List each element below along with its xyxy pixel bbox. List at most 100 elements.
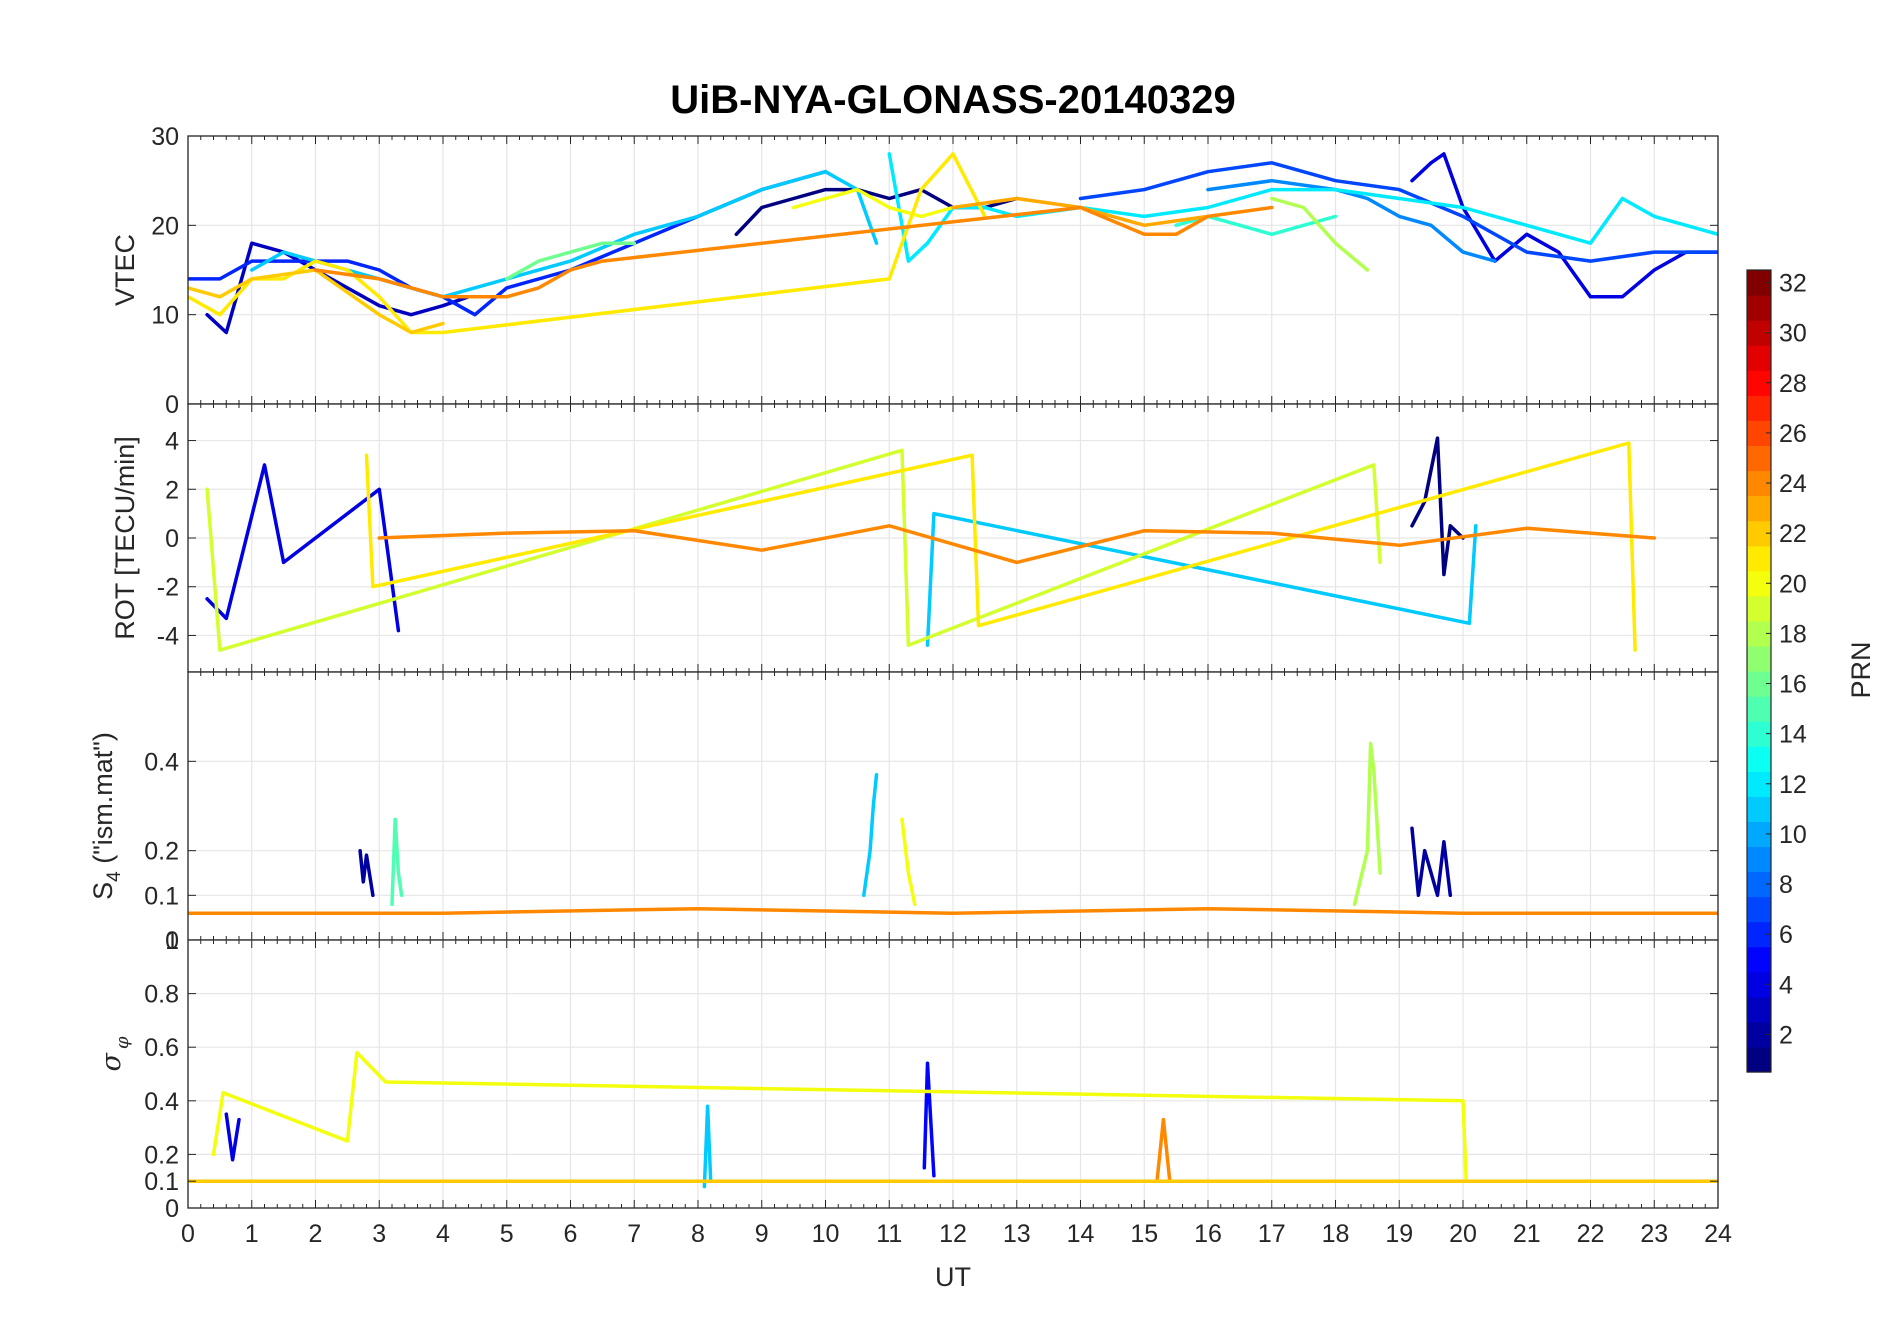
- y-tick-label: 0.6: [144, 1034, 179, 1062]
- colorbar-tick-label: 10: [1779, 821, 1807, 849]
- x-tick-label: 23: [1640, 1220, 1668, 1248]
- y-axis-label-sub: 4: [104, 871, 125, 882]
- series-line-prn-5: [922, 1061, 936, 1178]
- colorbar-tick-label: 24: [1779, 470, 1807, 498]
- colorbar-tick-label: 8: [1779, 871, 1793, 899]
- colorbar-segment: [1747, 395, 1771, 421]
- colorbar-segment: [1747, 696, 1771, 722]
- y-tick-label: 0.1: [144, 1168, 179, 1196]
- panel-s4: 0 0.1 0.2 0.4 S4 ("ism.mat"): [88, 671, 1719, 955]
- colorbar-tick-label: 12: [1779, 771, 1807, 799]
- colorbar-frame: [1746, 269, 1772, 1073]
- series-line-prn-20: [791, 187, 955, 219]
- colorbar-tick-label: 28: [1779, 370, 1807, 398]
- colorbar-label: PRN: [1846, 641, 1876, 698]
- x-tick-label: 18: [1322, 1220, 1350, 1248]
- x-tick-label: 11: [876, 1220, 902, 1248]
- y-tick-label: 20: [151, 212, 179, 240]
- series-line-prn-19: [205, 448, 1382, 652]
- y-axis-label-base: σ: [96, 1052, 127, 1072]
- y-tick-label: 0: [165, 391, 179, 419]
- series-line-prn-24: [313, 205, 1274, 299]
- colorbar-segment: [1747, 545, 1771, 572]
- x-tick-label: 5: [500, 1220, 514, 1248]
- x-tick-label: 0: [181, 1220, 195, 1248]
- series-group: [188, 741, 1718, 915]
- x-tick-label: 20: [1449, 1220, 1477, 1248]
- colorbar-segment: [1747, 345, 1771, 371]
- x-tick-label: 21: [1513, 1220, 1541, 1248]
- y-tick-label: 0: [165, 525, 179, 553]
- series-line-prn-11: [925, 511, 1478, 647]
- colorbar-tick-label: 26: [1779, 420, 1807, 448]
- series-line-prn-1: [1410, 436, 1465, 577]
- y-tick-label: 0.1: [144, 882, 179, 910]
- series-line-prn-16: [505, 241, 637, 281]
- colorbar-segment: [1747, 445, 1771, 472]
- colorbar-segment: [1747, 996, 1771, 1023]
- y-tick-label: 0.2: [144, 838, 179, 866]
- y-tick-label: 2: [165, 476, 179, 504]
- y-tick-label: -4: [157, 622, 179, 650]
- y-tick-label: 0.4: [144, 748, 179, 776]
- colorbar-segment: [1747, 1046, 1771, 1073]
- series-line-prn-20: [211, 1050, 1468, 1183]
- y-tick-label: 0: [165, 927, 179, 955]
- series-line-prn-2: [358, 848, 375, 898]
- colorbar-tick-label: 2: [1779, 1021, 1793, 1049]
- x-tick-label: 12: [939, 1220, 967, 1248]
- x-tick-label: 6: [564, 1220, 578, 1248]
- colorbar-segment: [1747, 896, 1771, 923]
- chart-title: UiB-NYA-GLONASS-20140329: [670, 78, 1235, 122]
- x-tick-label: 2: [309, 1220, 323, 1248]
- colorbar-tick-label: 16: [1779, 671, 1807, 699]
- y-axis-label: S4 ("ism.mat"): [88, 732, 125, 900]
- y-axis-label-base: S: [88, 882, 118, 900]
- series-line-prn-4: [224, 1112, 241, 1162]
- colorbar-tick-label: 4: [1779, 971, 1793, 999]
- series-line-prn-18: [1270, 196, 1370, 272]
- series-line-prn-11: [702, 1104, 713, 1189]
- panel-rot: -4 -2 0 2 4 ROT [TECU/min]: [110, 403, 1719, 673]
- series-line-prn-4: [205, 463, 401, 633]
- colorbar-segment: [1747, 295, 1771, 321]
- series-line-prn-9: [1206, 178, 1497, 263]
- colorbar-segment: [1747, 946, 1771, 973]
- x-tick-label: 7: [627, 1220, 641, 1248]
- colorbar-tick-label: 30: [1779, 320, 1807, 348]
- series-group: [205, 436, 1657, 652]
- y-axis-label-sub: φ: [112, 1036, 133, 1049]
- series-line-prn-24: [377, 524, 1657, 565]
- x-tick-label: 4: [436, 1220, 450, 1248]
- series-line-prn-20: [900, 817, 917, 907]
- series-group: [188, 152, 1718, 335]
- y-axis-label: VTEC: [110, 234, 140, 306]
- series-line-prn-7: [1078, 161, 1718, 263]
- colorbar-tick-label: 20: [1779, 570, 1807, 598]
- series-line-prn-4: [1410, 152, 1718, 299]
- x-tick-label: 13: [1003, 1220, 1031, 1248]
- y-tick-label: 0.2: [144, 1141, 179, 1169]
- colorbar-segment: [1747, 495, 1771, 522]
- x-tick-label: 22: [1577, 1220, 1605, 1248]
- x-tick-label: 15: [1130, 1220, 1158, 1248]
- series-line-prn-18: [1352, 741, 1382, 907]
- x-tick-label: 16: [1194, 1220, 1222, 1248]
- series-group: [188, 1050, 1718, 1189]
- y-tick-label: 1: [165, 927, 179, 955]
- y-tick-label: 4: [165, 428, 179, 456]
- y-tick-label: 10: [151, 302, 179, 330]
- x-tick-label: 19: [1385, 1220, 1413, 1248]
- y-tick-label: 0.8: [144, 981, 179, 1009]
- colorbar-tick-label: 32: [1779, 270, 1807, 298]
- colorbar-segment: [1747, 746, 1771, 772]
- x-tick-label: 24: [1704, 1220, 1732, 1248]
- colorbar-tick-label: 6: [1779, 921, 1793, 949]
- y-tick-label: 30: [151, 123, 179, 151]
- x-tick-label: 10: [812, 1220, 840, 1248]
- series-line-prn-11: [862, 772, 879, 898]
- colorbar-segment: [1747, 846, 1771, 873]
- series-line-prn-2: [1410, 826, 1453, 898]
- y-tick-label: 0.4: [144, 1088, 179, 1116]
